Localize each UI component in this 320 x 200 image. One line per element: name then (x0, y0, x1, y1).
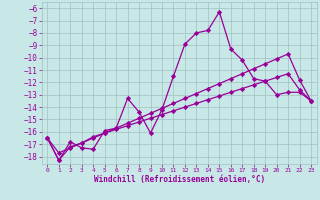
X-axis label: Windchill (Refroidissement éolien,°C): Windchill (Refroidissement éolien,°C) (94, 175, 265, 184)
